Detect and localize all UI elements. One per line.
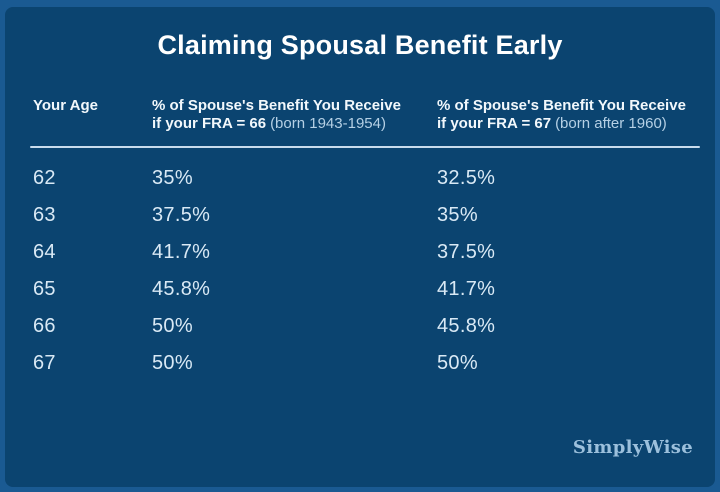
header-fra-67-bold: if your FRA = 67	[437, 115, 552, 132]
table-row: 67 50% 50%	[5, 345, 715, 382]
table-row: 65 45.8% 41.7%	[5, 271, 715, 308]
header-fra-66: % of Spouse's Benefit You Receive if you…	[152, 97, 437, 133]
header-divider	[30, 146, 700, 148]
table-row: 63 37.5% 35%	[5, 197, 715, 234]
header-your-age: Your Age	[33, 97, 99, 114]
cell-fra67: 32.5%	[437, 167, 496, 189]
cell-fra66: 50%	[152, 315, 193, 337]
cell-fra66: 41.7%	[152, 241, 211, 263]
cell-fra66: 45.8%	[152, 278, 211, 300]
header-fra-66-line1: % of Spouse's Benefit You Receive	[152, 97, 401, 114]
cell-age: 65	[33, 278, 56, 300]
cell-fra67: 37.5%	[437, 241, 496, 263]
header-fra-66-bold: if your FRA = 66	[152, 115, 267, 132]
cell-fra66: 50%	[152, 352, 193, 374]
header-fra-67-line1: % of Spouse's Benefit You Receive	[437, 97, 686, 114]
cell-fra67: 41.7%	[437, 278, 496, 300]
infographic-panel: Claiming Spousal Benefit Early Your Age …	[5, 7, 715, 487]
cell-fra67: 35%	[437, 204, 478, 226]
cell-age: 64	[33, 241, 56, 263]
table-row: 66 50% 45.8%	[5, 308, 715, 345]
page-title: Claiming Spousal Benefit Early	[157, 30, 563, 60]
simplywise-logo: SimplyWise	[572, 437, 693, 458]
table-row: 64 41.7% 37.5%	[5, 234, 715, 271]
cell-age: 66	[33, 315, 56, 337]
cell-age: 67	[33, 352, 56, 374]
cell-age: 63	[33, 204, 56, 226]
table-header-row: Your Age % of Spouse's Benefit You Recei…	[5, 97, 715, 133]
header-fra-66-line2: if your FRA = 66 (born 1943-1954)	[152, 115, 437, 133]
table-body: 62 35% 32.5% 63 37.5% 35% 64 41.7% 37.5%…	[5, 160, 715, 382]
cell-fra66: 37.5%	[152, 204, 211, 226]
cell-fra67: 45.8%	[437, 315, 496, 337]
header-fra-67-line2: if your FRA = 67 (born after 1960)	[437, 115, 701, 133]
table-row: 62 35% 32.5%	[5, 160, 715, 197]
cell-fra67: 50%	[437, 352, 478, 374]
header-fra-67: % of Spouse's Benefit You Receive if you…	[437, 97, 701, 133]
cell-age: 62	[33, 167, 56, 189]
header-fra-67-note: (born after 1960)	[555, 115, 667, 132]
header-fra-66-note: (born 1943-1954)	[270, 115, 386, 132]
cell-fra66: 35%	[152, 167, 193, 189]
